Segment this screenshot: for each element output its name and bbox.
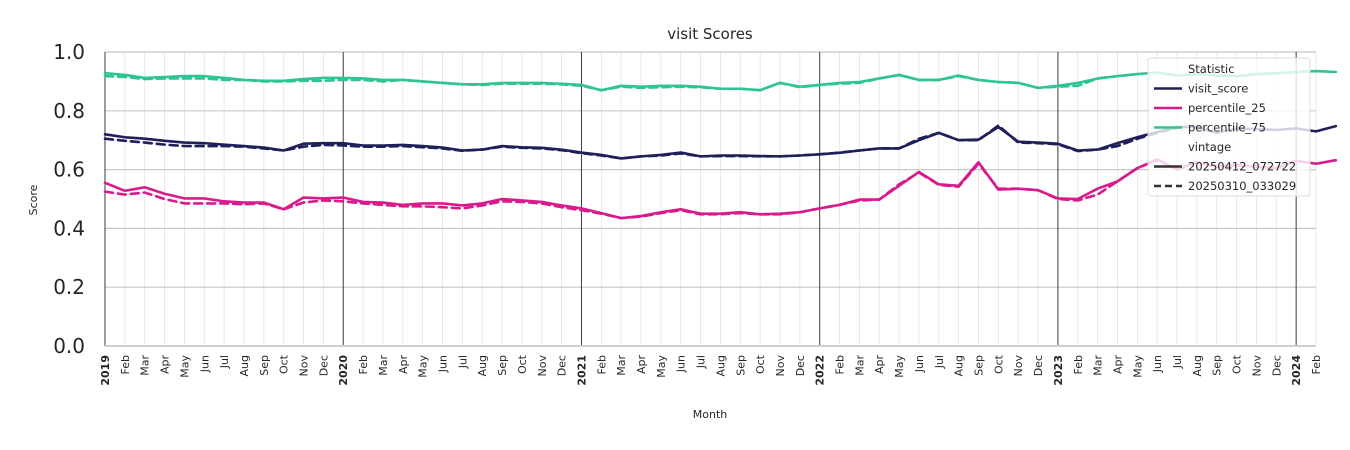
y-axis-label: Score: [27, 184, 40, 215]
x-tick-month-label: May: [655, 355, 668, 378]
chart-title: visit Scores: [667, 25, 753, 43]
x-tick-month-label: Oct: [754, 354, 767, 374]
x-tick-month-label: May: [417, 355, 430, 378]
x-tick-month-label: Apr: [1111, 355, 1124, 375]
x-tick-month-label: Aug: [953, 355, 966, 376]
x-tick-month-label: Feb: [834, 355, 847, 374]
x-tick-month-label: Mar: [1092, 355, 1105, 376]
x-tick-month-label: Aug: [714, 355, 727, 376]
x-tick-month-label: Aug: [238, 355, 251, 376]
x-tick-month-label: Nov: [1250, 355, 1263, 377]
x-tick-year-label: 2021: [575, 355, 588, 386]
legend: Statistic visit_score percentile_25percent…: [1147, 57, 1311, 197]
x-tick-month-label: Apr: [635, 355, 648, 375]
series-line-percentile_75-20250310_033029: [103, 72, 1139, 92]
y-tick-label: 0.4: [53, 216, 85, 240]
x-tick-month-label: Jun: [198, 355, 211, 373]
x-tick-labels: 2019 Feb Mar Apr May Jun Jul Aug Sep Oct Nov Dec 202…: [99, 354, 1323, 385]
legend-group-title: Statistic: [1188, 62, 1235, 76]
y-tick-label: 0.6: [53, 158, 85, 182]
legend-label: percentile_75: [1188, 121, 1266, 135]
x-tick-month-label: Feb: [357, 355, 370, 374]
x-tick-month-label: Mar: [377, 355, 390, 376]
x-tick-month-label: Nov: [298, 355, 311, 377]
y-tick-label: 0.0: [53, 334, 85, 358]
x-tick-month-label: Sep: [258, 355, 271, 376]
x-tick-month-label: Jul: [456, 355, 469, 369]
x-tick-month-label: Jun: [913, 355, 926, 373]
x-tick-month-label: Jun: [1151, 355, 1164, 373]
x-tick-month-label: Feb: [595, 355, 608, 374]
x-tick-month-label: Jul: [1171, 355, 1184, 369]
x-tick-month-label: Oct: [278, 354, 291, 374]
x-tick-month-label: May: [1131, 355, 1144, 378]
x-tick-month-label: Dec: [1032, 355, 1045, 376]
x-tick-month-label: Jun: [675, 355, 688, 373]
x-tick-month-label: Jul: [218, 355, 231, 369]
x-tick-month-label: Jun: [436, 355, 449, 373]
series-lines: [103, 69, 1338, 220]
x-tick-month-label: Oct: [1231, 354, 1244, 374]
x-tick-year-label: 2019: [99, 355, 112, 386]
x-tick-month-label: Nov: [1012, 355, 1025, 377]
series-line-percentile_25-20250310_033029: [103, 158, 1159, 220]
legend-label: 20250412_072722: [1188, 160, 1296, 174]
x-tick-month-label: Nov: [774, 355, 787, 377]
x-tick-month-label: Sep: [973, 355, 986, 376]
x-tick-month-label: Aug: [1191, 355, 1204, 376]
y-tick-labels: 0.0 0.2 0.4 0.6 0.8 1.0: [53, 40, 85, 358]
x-tick-month-label: Mar: [615, 355, 628, 376]
x-tick-month-label: Oct: [992, 354, 1005, 374]
x-tick-month-label: Dec: [556, 355, 569, 376]
legend-label: visit_score: [1188, 82, 1248, 96]
x-tick-month-label: May: [893, 355, 906, 378]
x-tick-year-label: 2020: [337, 355, 350, 386]
x-tick-year-label: 2023: [1052, 355, 1065, 386]
legend-group-title: vintage: [1188, 140, 1231, 154]
legend-box: [1147, 57, 1311, 197]
x-tick-month-label: Dec: [317, 355, 330, 376]
y-tick-label: 0.8: [53, 99, 85, 123]
x-tick-month-label: Apr: [159, 355, 172, 375]
x-tick-month-label: Jul: [933, 355, 946, 369]
series-line-visit_score-20250310_033029: [103, 124, 1179, 160]
x-tick-month-label: Sep: [496, 355, 509, 376]
x-tick-year-label: 2022: [814, 355, 827, 386]
x-tick-month-label: Oct: [516, 354, 529, 374]
x-tick-month-label: Dec: [794, 355, 807, 376]
x-tick-year-label: 2024: [1290, 355, 1303, 386]
x-tick-month-label: May: [178, 355, 191, 378]
x-axis-label: Month: [693, 408, 728, 421]
x-tick-month-label: Apr: [397, 355, 410, 375]
x-tick-month-label: Sep: [1211, 355, 1224, 376]
x-tick-month-label: Feb: [119, 355, 132, 374]
x-tick-month-label: Feb: [1310, 355, 1323, 374]
x-tick-month-label: Nov: [536, 355, 549, 377]
legend-label: percentile_25: [1188, 101, 1266, 115]
y-tick-label: 1.0: [53, 40, 85, 64]
x-tick-month-label: Mar: [139, 355, 152, 376]
x-tick-month-label: Apr: [873, 355, 886, 375]
x-tick-month-label: Dec: [1270, 355, 1283, 376]
grid-lines: [104, 51, 1317, 347]
x-tick-month-label: Mar: [853, 355, 866, 376]
x-tick-month-label: Jul: [695, 355, 708, 369]
x-tick-month-label: Feb: [1072, 355, 1085, 374]
y-tick-label: 0.2: [53, 275, 85, 299]
legend-label: 20250310_033029: [1188, 179, 1296, 193]
x-tick-month-label: Sep: [734, 355, 747, 376]
x-tick-month-label: Aug: [476, 355, 489, 376]
